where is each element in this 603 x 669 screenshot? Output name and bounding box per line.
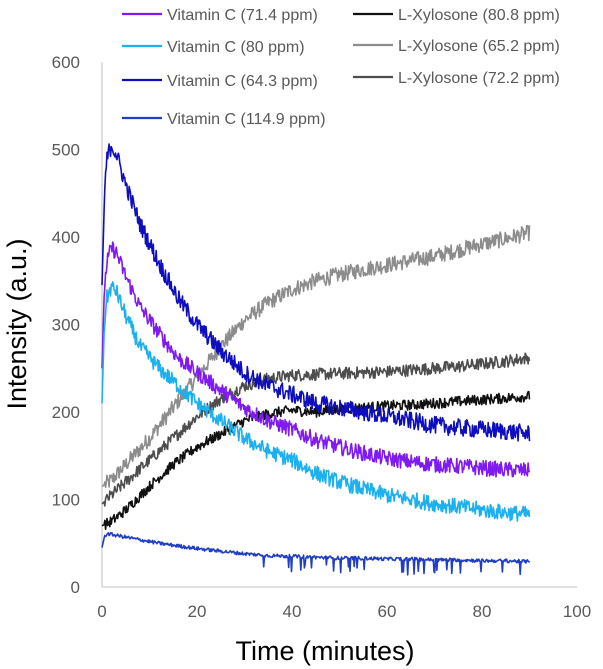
series-lines xyxy=(101,143,531,576)
legend-label: L-Xylosone (65.2 ppm) xyxy=(398,38,560,55)
x-tick-label: 20 xyxy=(188,602,207,621)
y-tick-label: 400 xyxy=(52,228,80,247)
y-tick-label: 600 xyxy=(52,53,80,72)
legend-label: Vitamin C (80 ppm) xyxy=(167,39,305,56)
x-axis-title: Time (minutes) xyxy=(235,636,414,666)
legend-label: L-Xylosone (72.2 ppm) xyxy=(398,70,560,87)
y-tick-label: 100 xyxy=(52,491,80,510)
x-tick-label: 80 xyxy=(473,602,492,621)
y-tick-label: 300 xyxy=(52,316,80,335)
series-line xyxy=(101,281,531,522)
series-line xyxy=(101,143,531,442)
x-tick-labels: 0 20 40 60 80 100 xyxy=(97,602,591,621)
y-tick-label: 500 xyxy=(52,141,80,160)
series-line xyxy=(101,224,531,488)
y-tick-labels: 0 100 200 300 400 500 600 xyxy=(52,53,80,597)
legend-label: Vitamin C (71.4 ppm) xyxy=(167,7,318,24)
legend-label: L-Xylosone (80.8 ppm) xyxy=(398,7,560,24)
y-tick-label: 0 xyxy=(71,578,80,597)
legend-label: Vitamin C (114.9 ppm) xyxy=(167,111,326,128)
y-tick-label: 200 xyxy=(52,403,80,422)
x-tick-label: 0 xyxy=(97,602,106,621)
x-tick-label: 40 xyxy=(283,602,302,621)
x-tick-label: 100 xyxy=(563,602,591,621)
series-line xyxy=(101,241,531,478)
y-axis-title: Intensity (a.u.) xyxy=(2,238,32,409)
legend: Vitamin C (71.4 ppm) Vitamin C (80 ppm) Vi… xyxy=(122,7,560,128)
series-line xyxy=(101,352,531,507)
x-tick-label: 60 xyxy=(378,602,397,621)
series-line xyxy=(101,532,531,576)
legend-label: Vitamin C (64.3 ppm) xyxy=(167,73,318,90)
